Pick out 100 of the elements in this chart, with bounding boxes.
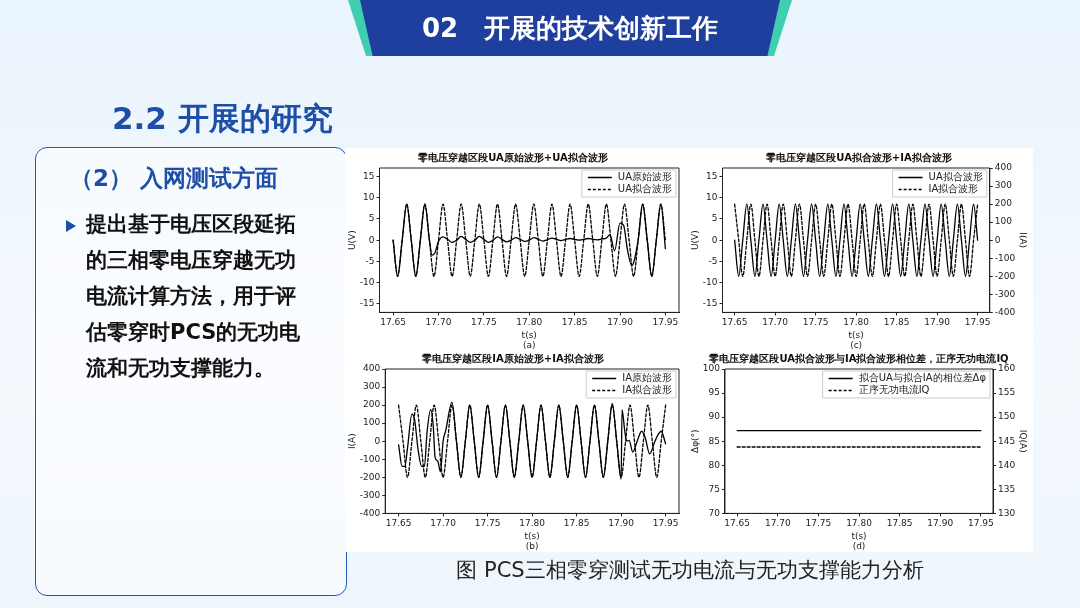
chart-title: 零电压穿越区段UA拟合波形与IA拟合波形相位差，正序无功电流IQ — [708, 352, 1009, 364]
y2-tick-label: 100 — [994, 216, 1013, 227]
x-tick-label: 17.75 — [805, 518, 832, 529]
y2-tick-label: -100 — [994, 252, 1016, 263]
y2-tick-label: -200 — [994, 270, 1016, 281]
x-tick-label: 17.90 — [608, 518, 635, 529]
y-axis-title: U(V) — [346, 230, 357, 251]
x-tick-label: 17.70 — [430, 518, 457, 529]
text: (c) — [850, 339, 863, 350]
y2-tick-label: 150 — [998, 411, 1016, 422]
y-tick-label: 5 — [368, 213, 375, 224]
y-tick-label: 300 — [363, 381, 381, 392]
y-tick-label: 75 — [708, 483, 720, 494]
x-tick-label: 17.65 — [385, 518, 412, 529]
y-tick-label: 400 — [363, 363, 381, 374]
text: 02 开展的技术创新工作 — [420, 12, 720, 45]
x-tick-label: 17.95 — [967, 518, 994, 529]
y2-tick-label: 0 — [994, 234, 1001, 245]
y-tick-label: -15 — [702, 298, 718, 309]
x-tick-label: 17.70 — [762, 317, 789, 328]
y-tick-label: 15 — [363, 170, 375, 181]
x-tick-label: 17.95 — [652, 518, 679, 529]
y-tick-label: -200 — [359, 471, 381, 482]
y-tick-label: 80 — [708, 459, 721, 470]
x-tick-label: 17.90 — [607, 317, 634, 328]
legend-label: UA原始波形 — [617, 171, 673, 183]
chart-title: 零电压穿越区段UA原始波形+UA拟合波形 — [417, 151, 608, 163]
text: （2） 入网测试方面 — [70, 164, 279, 193]
legend-label: UA拟合波形 — [928, 171, 983, 183]
y2-tick-label: 155 — [998, 387, 1016, 398]
x-tick-label: 17.85 — [886, 518, 913, 529]
y-tick-label: -15 — [359, 298, 375, 309]
y-tick-label: 10 — [363, 192, 375, 203]
x-tick-label: 17.85 — [561, 317, 588, 328]
y-tick-label: 100 — [363, 417, 381, 428]
x-tick-label: 17.95 — [652, 317, 679, 328]
y-tick-label: -10 — [359, 277, 375, 288]
y2-axis-title: IQ(A) — [1018, 429, 1029, 453]
y-tick-label: 5 — [711, 213, 718, 224]
x-axis-title: t(s) — [524, 530, 540, 541]
text: 图 PCS三相零穿测试无功电流与无功支撑能力分析 — [455, 557, 925, 584]
y-tick-label: 90 — [708, 411, 721, 422]
x-tick-label: 17.90 — [927, 518, 954, 529]
legend-label: 正序无功电流IQ — [858, 384, 930, 396]
legend-label: IA拟合波形 — [928, 183, 979, 195]
y2-tick-label: 130 — [998, 507, 1016, 518]
y-tick-label: -10 — [702, 277, 718, 288]
x-tick-label: 17.75 — [474, 518, 501, 529]
text: 提出基于电压区段延拓的三相零电压穿越无功电流计算方法，用于评估零穿时PCS的无功电流和无功支撑能力。 — [86, 211, 302, 382]
y2-tick-label: 140 — [998, 459, 1016, 470]
text: (d) — [852, 540, 866, 551]
y-tick-label: -400 — [359, 507, 381, 518]
y-tick-label: -100 — [359, 453, 381, 464]
x-tick-label: 17.80 — [516, 317, 543, 328]
x-tick-label: 17.85 — [563, 518, 590, 529]
y2-tick-label: 160 — [998, 363, 1016, 374]
legend-label: UA拟合波形 — [617, 183, 673, 195]
x-tick-label: 17.65 — [721, 317, 748, 328]
y2-tick-label: -400 — [994, 306, 1016, 317]
y2-tick-label: 400 — [994, 162, 1013, 173]
y-axis-title: Δφ(°) — [689, 429, 700, 454]
x-tick-label: 17.90 — [924, 317, 951, 328]
chart-title: 零电压穿越区段UA拟合波形+IA拟合波形 — [765, 151, 952, 163]
y2-tick-label: 145 — [998, 435, 1016, 446]
y-tick-label: 15 — [706, 170, 718, 181]
y-axis-title: I(A) — [346, 433, 357, 450]
legend-label: 拟合UA与拟合IA的相位差Δφ — [858, 372, 987, 384]
y2-tick-label: 300 — [994, 180, 1013, 191]
x-tick-label: 17.80 — [519, 518, 546, 529]
y-tick-label: -5 — [708, 255, 718, 266]
x-tick-label: 17.65 — [380, 317, 406, 328]
x-tick-label: 17.80 — [846, 518, 873, 529]
y-tick-label: 0 — [374, 435, 381, 446]
y2-tick-label: 135 — [998, 483, 1016, 494]
text: (b) — [525, 540, 539, 551]
y2-tick-label: 200 — [994, 198, 1013, 209]
x-axis-title: t(s) — [521, 329, 537, 340]
y-tick-label: 0 — [711, 234, 718, 245]
x-tick-label: 17.85 — [883, 317, 910, 328]
x-tick-label: 17.70 — [764, 518, 791, 529]
y2-axis-title: I(A) — [1018, 232, 1029, 249]
text: 2.2 开展的研究 — [112, 99, 333, 138]
text: (a) — [522, 339, 536, 350]
legend-label: IA拟合波形 — [622, 384, 673, 396]
x-axis-title: t(s) — [848, 329, 864, 340]
legend-label: IA原始波形 — [622, 372, 673, 384]
y2-tick-label: -300 — [994, 288, 1016, 299]
y-tick-label: 85 — [708, 435, 720, 446]
y-tick-label: 0 — [368, 234, 375, 245]
chart-title: 零电压穿越区段IA原始波形+IA拟合波形 — [421, 352, 604, 364]
x-tick-label: 17.75 — [470, 317, 497, 328]
y-tick-label: 100 — [702, 363, 721, 374]
y-tick-label: 10 — [706, 192, 718, 203]
x-axis-title: t(s) — [851, 530, 867, 541]
x-tick-label: 17.80 — [843, 317, 870, 328]
y-tick-label: 95 — [708, 387, 720, 398]
y-tick-label: -300 — [359, 489, 381, 500]
y-tick-label: 70 — [708, 507, 721, 518]
x-tick-label: 17.95 — [964, 317, 991, 328]
x-tick-label: 17.75 — [802, 317, 829, 328]
